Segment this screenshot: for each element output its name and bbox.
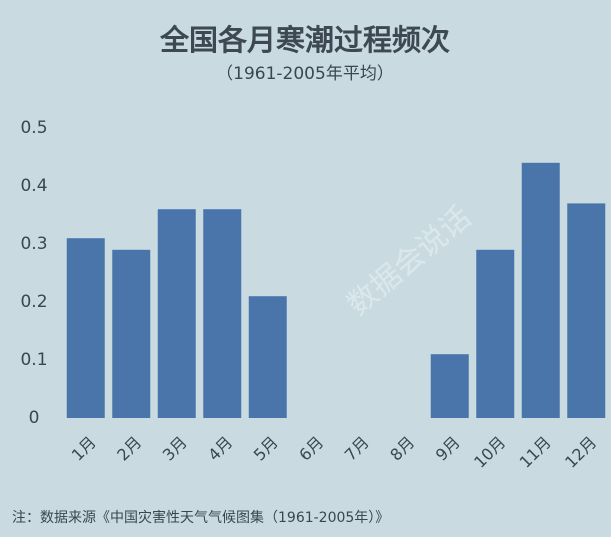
chart-title: 全国各月寒潮过程频次 — [159, 23, 450, 57]
y-tick-label: 0.4 — [20, 176, 47, 196]
bar — [66, 238, 105, 418]
y-tick-label: 0.5 — [20, 118, 47, 138]
bar — [521, 162, 560, 418]
chart-subtitle: （1961-2005年平均） — [216, 64, 394, 84]
y-tick-label: 0.2 — [20, 292, 47, 312]
y-tick-label: 0.1 — [20, 350, 47, 370]
bar — [430, 354, 469, 418]
source-note: 注：数据来源《中国灾害性天气气候图集（1961-2005年）》 — [12, 509, 389, 526]
y-tick-label: 0.3 — [20, 234, 47, 254]
bar — [157, 209, 196, 418]
y-tick-label: 0 — [29, 408, 40, 428]
bar — [112, 249, 151, 418]
bar — [567, 203, 606, 418]
bar — [476, 249, 515, 418]
bar — [203, 209, 242, 418]
bar — [248, 296, 287, 418]
